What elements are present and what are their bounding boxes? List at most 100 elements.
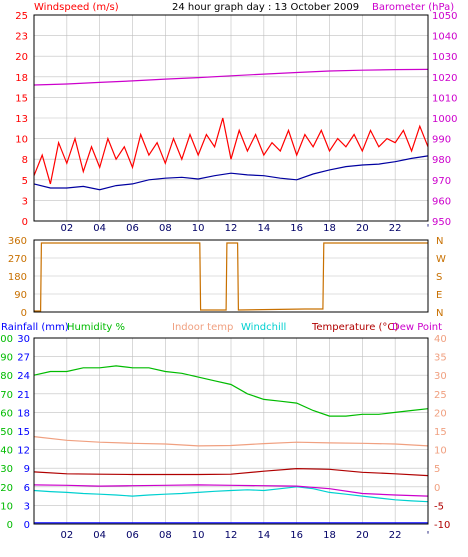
rain-tick-9: 9 (24, 464, 30, 475)
barometer-tick-960: 960 (432, 196, 451, 207)
humidity-tick-40: 40 (0, 446, 13, 457)
direction-tick-90: 90 (14, 290, 27, 301)
barometer-tick-1020: 1020 (432, 73, 457, 84)
panel1-xtick-20: 20 (356, 223, 369, 234)
direction-tick-180: 180 (8, 272, 27, 283)
panel3-xtick-06: 06 (126, 530, 139, 541)
windspeed-tick-3: 3 (22, 196, 28, 207)
rain-tick-3: 3 (24, 501, 30, 512)
legend-rainfall: Rainfall (mm) (1, 322, 69, 333)
direction-tick-270: 270 (8, 254, 27, 265)
panel1-xtick-': ' (427, 223, 430, 234)
panel1-xtick-18: 18 (323, 223, 336, 234)
humidity-line (33, 365, 429, 417)
windspeed-tick-13: 13 (15, 114, 28, 125)
humidity-tick-60: 60 (0, 408, 13, 419)
legend-temperature: Temperature (°C) (311, 322, 398, 333)
temp-tick-25: 25 (434, 390, 447, 401)
panel3-xtick-20: 20 (356, 530, 369, 541)
wind-direction-line (34, 242, 428, 312)
windchill-line (33, 486, 429, 503)
temp-tick-35: 35 (434, 353, 447, 364)
windspeed-tick-5: 5 (22, 176, 28, 187)
legend-dew-point: Dew Point (392, 322, 442, 333)
compass-tick-0: N (436, 308, 443, 319)
temp-tick--5: -5 (434, 501, 444, 512)
rain-tick-15: 15 (17, 427, 30, 438)
panel1-xtick-22: 22 (389, 223, 402, 234)
windspeed-tick-23: 23 (15, 32, 28, 43)
barometer-tick-950: 950 (432, 217, 451, 228)
barometer-tick-1000: 1000 (432, 114, 457, 125)
rain-tick-0: 0 (24, 520, 30, 531)
barometer-tick-1040: 1040 (432, 32, 457, 43)
panel3-xtick-10: 10 (192, 530, 205, 541)
panel3-xtick-02: 02 (60, 530, 73, 541)
windspeed-tick-0: 0 (22, 217, 28, 228)
compass-tick-1: E (436, 290, 442, 301)
compass-tick-3: W (436, 254, 446, 265)
barometer-tick-980: 980 (432, 155, 451, 166)
panel2-frame (33, 239, 429, 313)
windspeed-tick-18: 18 (15, 73, 28, 84)
legend-indoor-temp: Indoor temp (172, 322, 233, 333)
chart-title: 24 hour graph day : 13 October 2009 (172, 2, 359, 13)
dew-point-line (33, 484, 429, 497)
windspeed-tick-25: 25 (15, 11, 28, 22)
rain-tick-18: 18 (17, 408, 30, 419)
windspeed-tick-8: 8 (22, 155, 28, 166)
panel1-xtick-10: 10 (192, 223, 205, 234)
humidity-tick-100: 100 (0, 334, 13, 345)
panel1-xtick-04: 04 (93, 223, 106, 234)
temp-tick-0: 0 (434, 483, 440, 494)
humidity-tick-50: 50 (0, 427, 13, 438)
barometer-tick-1050: 1050 (432, 11, 457, 22)
panel3-frame (33, 337, 429, 525)
temp-tick-5: 5 (434, 464, 440, 475)
windspeed-tick-20: 20 (15, 52, 28, 63)
barometer-axis-label: Barometer (hPa) (372, 2, 454, 13)
panel1-xtick-14: 14 (257, 223, 270, 234)
temp-tick-10: 10 (434, 446, 447, 457)
panel3-xtick-14: 14 (257, 530, 270, 541)
humidity-tick-20: 20 (0, 483, 13, 494)
average-wind-line (33, 155, 429, 191)
legend-windchill: Windchill (241, 322, 286, 333)
rain-tick-12: 12 (17, 446, 30, 457)
direction-tick-0: 0 (21, 308, 27, 319)
panel3-xtick-08: 08 (159, 530, 172, 541)
temp-tick--10: -10 (434, 520, 450, 531)
panel1-xtick-06: 06 (126, 223, 139, 234)
rain-tick-30: 30 (17, 334, 30, 345)
barometer-line (33, 68, 429, 86)
compass-tick-2: S (436, 272, 442, 283)
temp-tick-15: 15 (434, 427, 447, 438)
rain-tick-21: 21 (17, 390, 30, 401)
windspeed-line (33, 117, 429, 185)
windspeed-tick-10: 10 (15, 135, 28, 146)
rain-tick-6: 6 (24, 483, 30, 494)
humidity-tick-70: 70 (0, 390, 13, 401)
panel3-xtick-04: 04 (93, 530, 106, 541)
humidity-tick-10: 10 (0, 501, 13, 512)
rain-tick-24: 24 (17, 371, 30, 382)
panel3-xtick-22: 22 (389, 530, 402, 541)
barometer-tick-1010: 1010 (432, 93, 457, 104)
panel1-xtick-02: 02 (60, 223, 73, 234)
panel3-xtick-12: 12 (225, 530, 238, 541)
temp-tick-40: 40 (434, 334, 447, 345)
windspeed-axis-label: Windspeed (m/s) (34, 2, 119, 13)
temp-tick-30: 30 (434, 371, 447, 382)
panel1-xtick-08: 08 (159, 223, 172, 234)
barometer-tick-990: 990 (432, 135, 451, 146)
barometer-tick-1030: 1030 (432, 52, 457, 63)
temperature-line (33, 467, 429, 477)
humidity-tick-0: 0 (7, 520, 13, 531)
rain-tick-27: 27 (17, 353, 30, 364)
compass-tick-4: N (436, 236, 443, 247)
barometer-tick-970: 970 (432, 176, 451, 187)
panel3-xtick-18: 18 (323, 530, 336, 541)
humidity-tick-90: 90 (0, 353, 13, 364)
direction-tick-360: 360 (8, 236, 27, 247)
